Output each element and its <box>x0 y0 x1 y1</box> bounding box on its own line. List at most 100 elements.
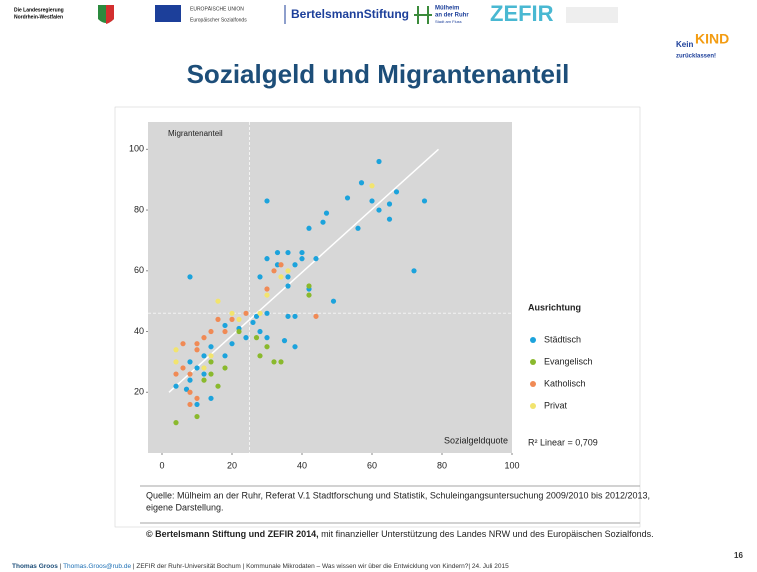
source: eigene Darstellung. <box>146 502 224 512</box>
point <box>253 313 260 319</box>
point <box>421 198 428 204</box>
point <box>369 198 375 204</box>
point <box>208 371 214 377</box>
footer-sep: | <box>58 563 63 570</box>
legend-title: Ausrichtung <box>528 302 581 312</box>
point <box>187 359 193 365</box>
y-tick-label: 20 <box>134 387 144 397</box>
point <box>257 328 263 335</box>
point <box>180 341 186 347</box>
nrw-text: Die Landesregierung <box>14 7 64 13</box>
point <box>173 347 179 353</box>
point <box>194 395 200 401</box>
point <box>376 207 382 213</box>
point <box>264 256 270 262</box>
point <box>215 316 221 322</box>
slide-title: Sozialgeld und Migrantenanteil <box>187 59 570 89</box>
point <box>271 268 277 274</box>
muelheim-text: Mülheim <box>435 6 459 12</box>
x-tick-label: 0 <box>159 460 164 470</box>
point <box>187 389 193 395</box>
point <box>222 365 228 371</box>
point <box>369 183 375 189</box>
point <box>222 328 228 335</box>
point <box>299 249 305 256</box>
footer-email: Thomas.Groos@rub.de <box>63 563 131 570</box>
point <box>208 344 214 350</box>
point <box>386 216 393 222</box>
point <box>253 335 260 341</box>
point <box>376 158 382 165</box>
point <box>215 383 221 389</box>
copyright-rest: mit finanzieller Unterstützung des Lande… <box>319 529 654 539</box>
point <box>323 210 330 216</box>
point <box>187 401 193 408</box>
point <box>264 335 270 341</box>
chart: 20 40 60 80 100 0 20 40 60 80 100 Migrantenanteil So… <box>129 122 598 470</box>
kein-kind: KIND <box>695 31 729 47</box>
point <box>173 383 179 389</box>
y-tick-label: 80 <box>134 204 144 214</box>
y-tick-label: 60 <box>134 265 144 275</box>
point <box>201 335 207 341</box>
point <box>173 359 179 365</box>
copyright-bold: © Bertelsmann Stiftung und ZEFIR 2014, <box>146 529 319 539</box>
source: Quelle: Mülheim an der Ruhr, Referat V.1… <box>146 490 650 500</box>
point <box>236 328 242 335</box>
point <box>229 310 235 316</box>
point <box>292 262 298 268</box>
x-tick-label: 40 <box>297 460 307 470</box>
legend-label: Evangelisch <box>544 356 593 366</box>
x-axis-label: Sozialgeldquote <box>444 435 508 445</box>
muelheim-logo <box>414 6 432 24</box>
point <box>194 341 200 347</box>
point <box>257 310 263 316</box>
point <box>306 225 312 231</box>
point <box>201 365 207 371</box>
nrw-text: Nordrhein-Westfalen <box>14 14 63 20</box>
point <box>313 256 319 262</box>
eu-text: Europäischer Sozialfonds <box>190 17 247 23</box>
point <box>194 401 200 408</box>
legend-label: Städtisch <box>544 334 581 344</box>
legend-swatch <box>530 403 536 409</box>
point <box>243 310 249 316</box>
footer-rest: | ZEFIR der Ruhr-Universität Bochum | Ko… <box>131 563 509 570</box>
point <box>187 371 193 377</box>
point <box>257 274 263 280</box>
x-tick-label: 20 <box>227 460 237 470</box>
point <box>264 292 270 298</box>
eu-flag <box>155 5 181 22</box>
point <box>299 256 305 262</box>
x-tick-label: 60 <box>367 460 377 470</box>
footer-author: Thomas Groos <box>12 563 58 570</box>
bertelsmann-logo: BertelsmannStiftung <box>291 7 409 21</box>
point <box>201 371 207 377</box>
copyright: © Bertelsmann Stiftung und ZEFIR 2014, m… <box>146 529 654 539</box>
point <box>285 249 291 256</box>
point <box>264 198 270 204</box>
point <box>264 286 270 292</box>
point <box>208 353 214 359</box>
point <box>285 268 291 274</box>
point <box>180 365 186 371</box>
point <box>313 313 319 319</box>
legend-label: Katholisch <box>544 378 586 388</box>
point <box>187 377 193 383</box>
point <box>285 283 291 289</box>
point <box>411 268 417 274</box>
trendline <box>168 148 440 393</box>
legend-label: Privat <box>544 400 568 410</box>
point <box>271 359 277 365</box>
legend-swatch <box>530 337 536 343</box>
point <box>222 322 228 329</box>
point <box>250 319 256 326</box>
zefir-logo: ZEFIR <box>490 1 554 26</box>
point <box>274 249 281 256</box>
header: Die Landesregierung Nordrhein-Westfalen … <box>14 1 729 60</box>
y-tick-label: 100 <box>129 144 144 154</box>
point <box>393 189 400 195</box>
annotation: R² Linear = 0,709 <box>528 437 598 447</box>
point <box>330 298 337 304</box>
